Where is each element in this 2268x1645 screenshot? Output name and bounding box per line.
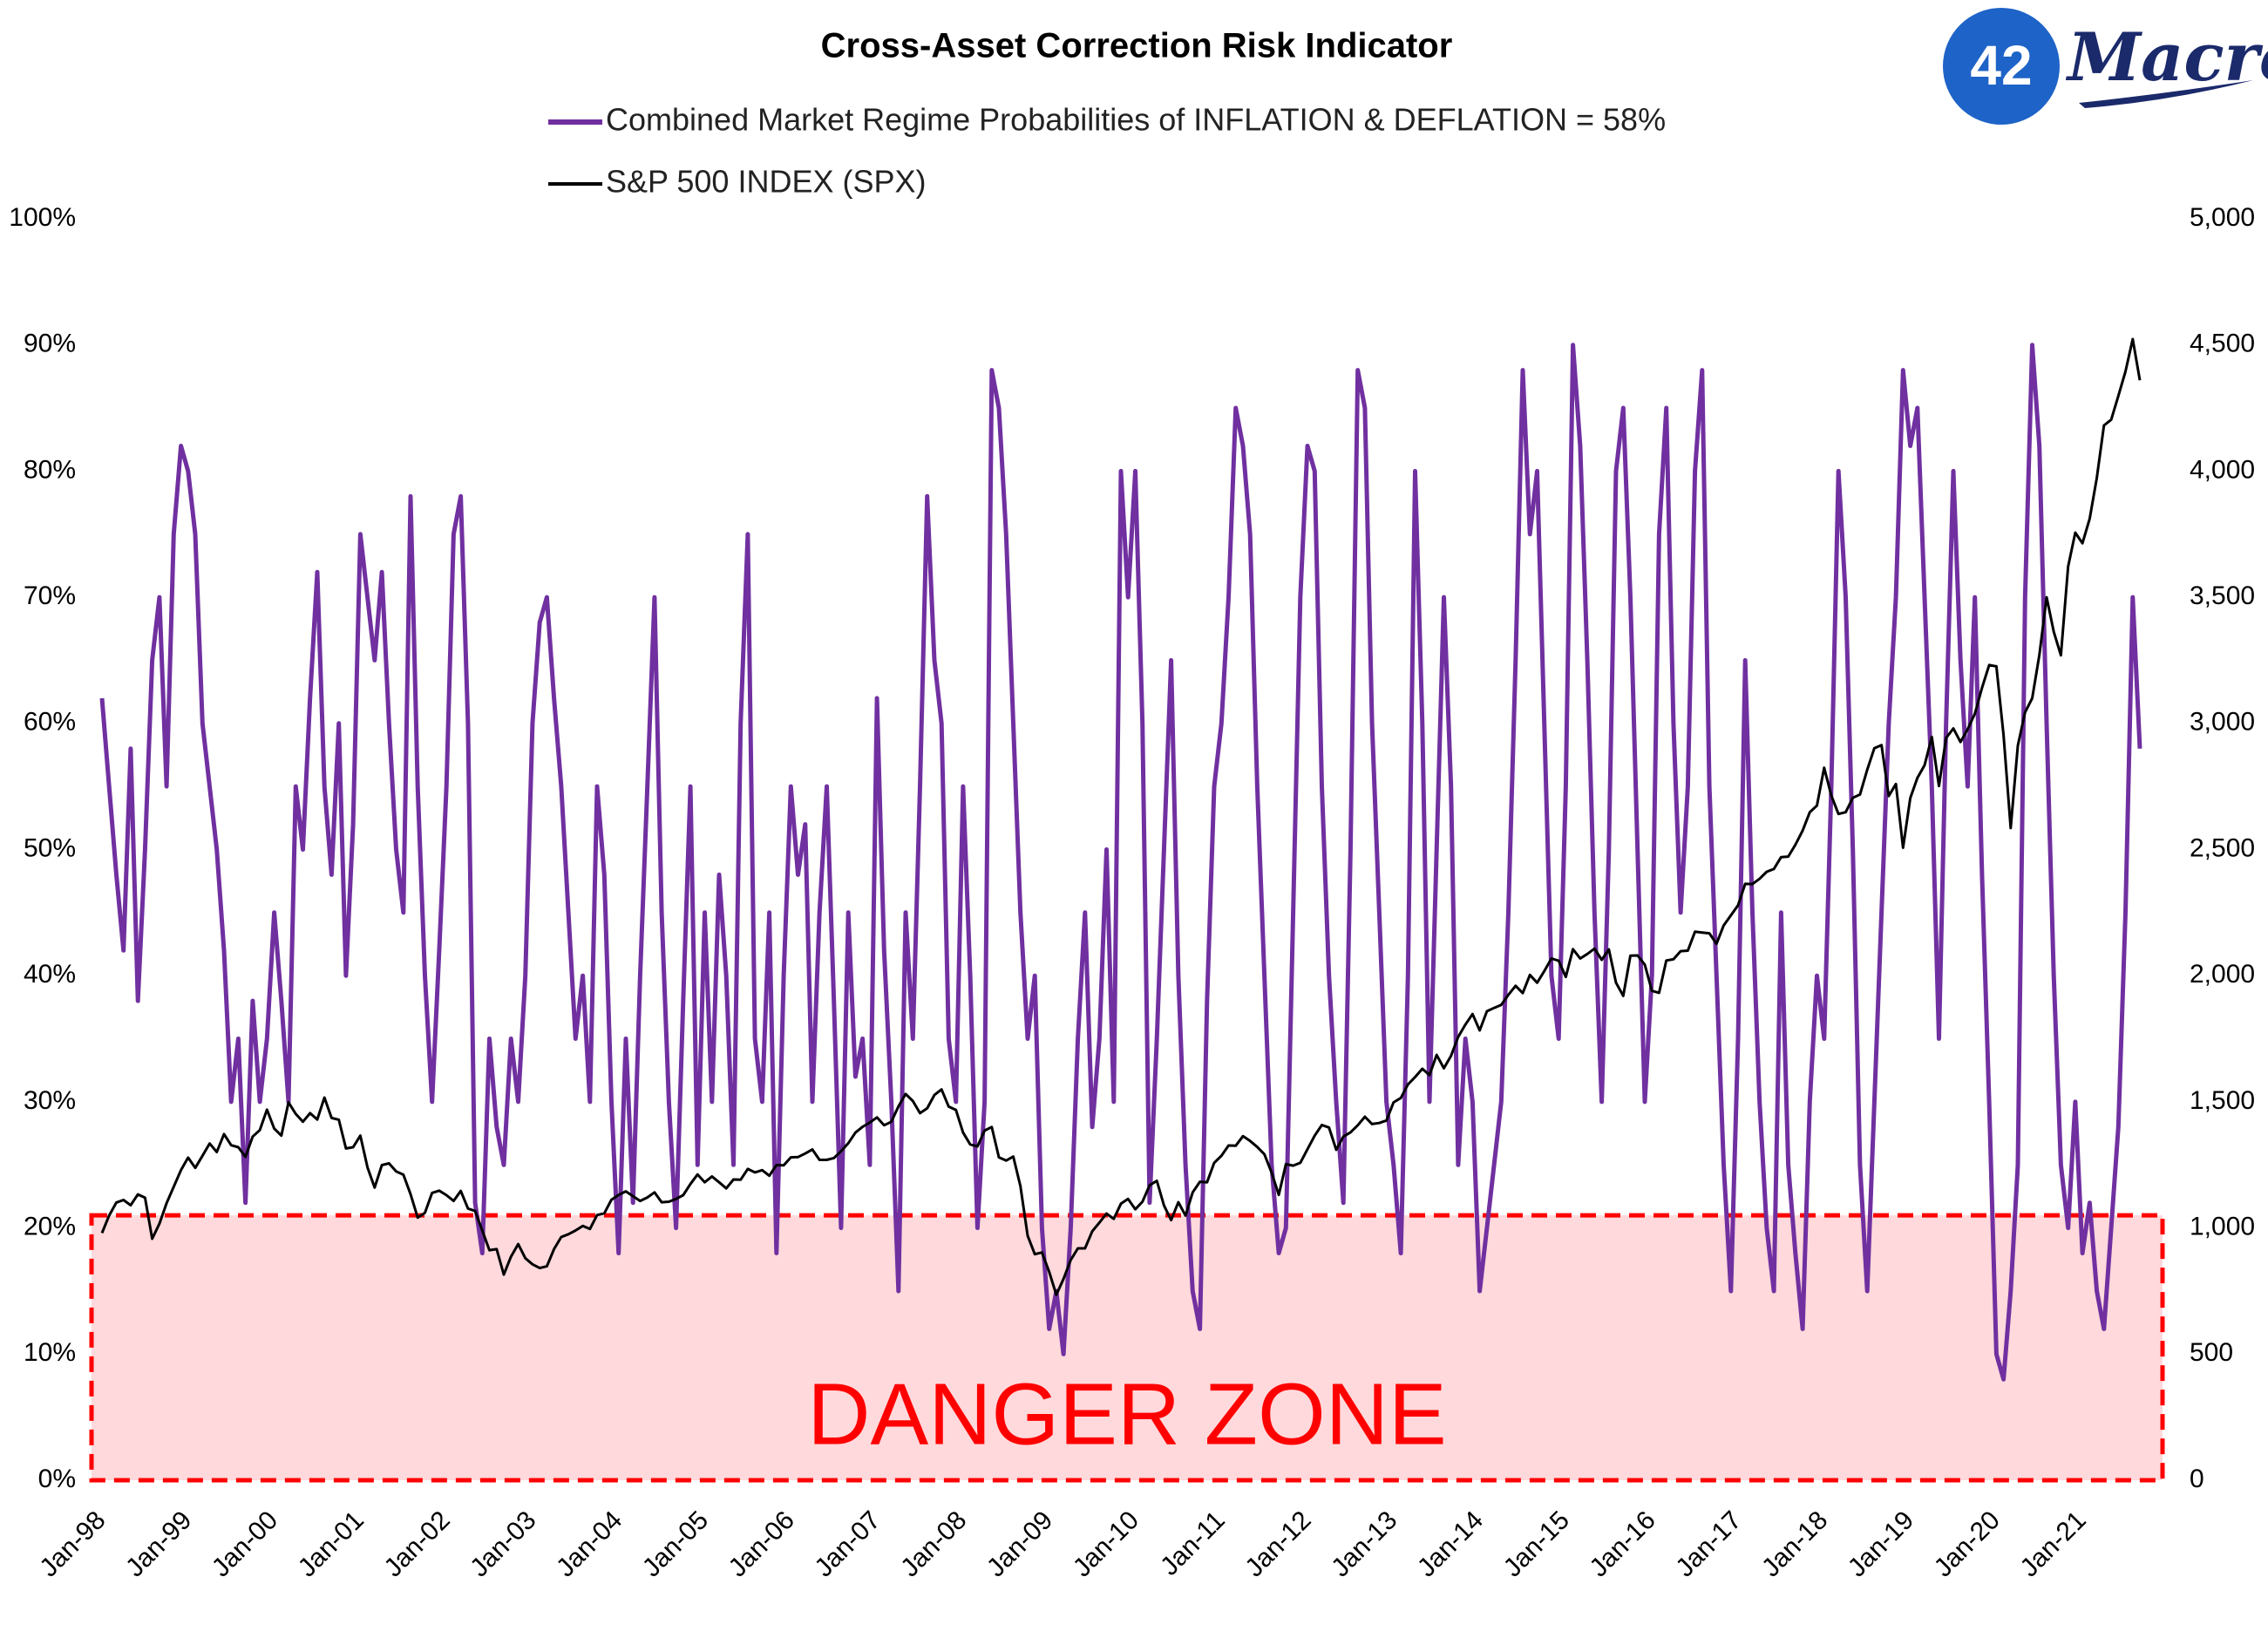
x-tick-label: Jan-02 (379, 1506, 456, 1582)
y-tick-label: 50% (24, 833, 76, 862)
x-tick-label: Jan-19 (1843, 1506, 1919, 1582)
x-tick-label: Jan-18 (1756, 1506, 1833, 1582)
y2-tick-label: 5,000 (2190, 203, 2255, 232)
logo: 42 Macro (1943, 8, 2268, 125)
y-tick-label: 0% (38, 1465, 76, 1493)
y2-tick-label: 2,500 (2190, 833, 2255, 862)
y-tick-label: 20% (24, 1213, 76, 1241)
x-tick-label: Jan-16 (1585, 1506, 1661, 1582)
y-tick-label: 10% (24, 1338, 76, 1367)
danger-zone (89, 1213, 2165, 1483)
x-tick-label: Jan-98 (34, 1506, 111, 1582)
x-tick-label: Jan-15 (1498, 1506, 1575, 1582)
y2-tick-label: 3,500 (2190, 581, 2255, 610)
y2-tick-label: 500 (2190, 1338, 2233, 1367)
series-line (99, 343, 2142, 1382)
y-tick-label: 40% (24, 960, 76, 989)
x-tick-label: Jan-04 (551, 1506, 628, 1582)
y-tick-label: 90% (24, 330, 76, 358)
x-tick-label: Jan-01 (293, 1506, 370, 1582)
x-tick-label: Jan-21 (2014, 1506, 2091, 1582)
x-tick-label: Jan-10 (1068, 1506, 1144, 1582)
x-tick-label: Jan-13 (1326, 1506, 1402, 1582)
y2-tick-label: 1,500 (2190, 1086, 2255, 1115)
y-tick-label: 30% (24, 1086, 76, 1115)
x-tick-label: Jan-00 (207, 1506, 283, 1582)
x-tick-label: Jan-06 (723, 1506, 800, 1582)
x-tick-label: Jan-12 (1239, 1506, 1316, 1582)
x-tick-label: Jan-14 (1412, 1506, 1489, 1582)
y2-tick-label: 1,000 (2190, 1213, 2255, 1241)
x-tick-label: Jan-99 (120, 1506, 197, 1582)
logo-text: Macro (2065, 18, 2268, 96)
y-tick-label: 100% (9, 203, 76, 232)
y2-tick-label: 3,000 (2190, 708, 2255, 737)
y2-tick-label: 0 (2190, 1465, 2204, 1493)
y-tick-label: 60% (24, 708, 76, 737)
x-tick-label: Jan-09 (981, 1506, 1058, 1582)
x-tick-label: Jan-20 (1929, 1506, 2006, 1582)
chart-title: Cross-Asset Correction Risk Indicator (821, 27, 1453, 65)
x-tick-label: Jan-03 (465, 1506, 541, 1582)
series-line (100, 337, 2142, 1296)
logo-number: 42 (1970, 34, 2032, 97)
x-tick-label: Jan-05 (637, 1506, 714, 1582)
y2-tick-label: 4,500 (2190, 330, 2255, 358)
danger-zone-label: DANGER ZONE (807, 1365, 1446, 1463)
y-tick-label: 70% (24, 581, 76, 610)
legend-label: Combined Market Regime Probabilities of … (606, 102, 1666, 138)
logo-swoosh (2079, 80, 2253, 108)
y-tick-label: 80% (24, 455, 76, 484)
y2-tick-label: 2,000 (2190, 960, 2255, 989)
x-tick-label: Jan-08 (895, 1506, 972, 1582)
x-tick-label: Jan-17 (1670, 1506, 1747, 1582)
x-tick-label: Jan-11 (1155, 1506, 1231, 1581)
logo-badge (1943, 8, 2060, 125)
x-tick-label: Jan-07 (809, 1506, 886, 1582)
legend-label: S&P 500 INDEX (SPX) (606, 164, 927, 200)
y2-tick-label: 4,000 (2190, 455, 2255, 484)
